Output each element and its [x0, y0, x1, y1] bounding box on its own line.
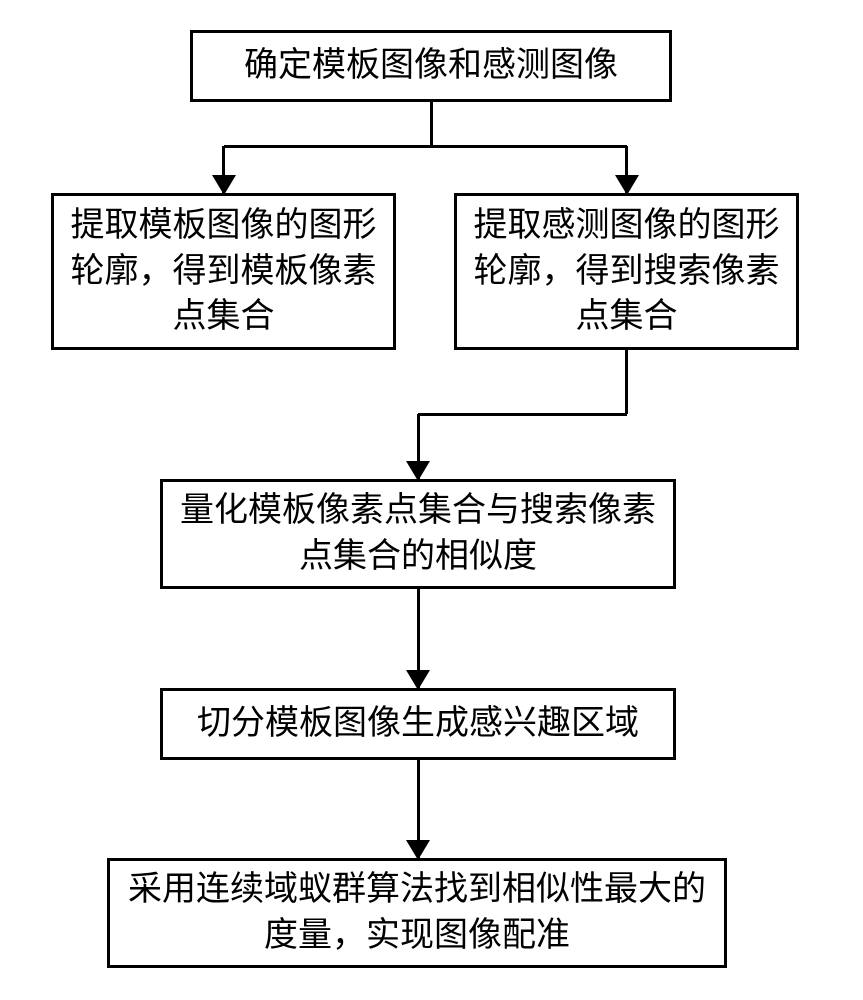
flow-node-n5: 切分模板图像生成感兴趣区域: [160, 688, 676, 760]
edge-segment: [418, 413, 627, 416]
arrowhead-icon: [615, 175, 639, 195]
edge-segment: [224, 145, 627, 148]
arrowhead-icon: [406, 670, 430, 690]
flow-node-n4: 量化模板像素点集合与搜索像素点集合的相似度: [160, 479, 676, 589]
flow-node-n3: 提取感测图像的图形轮廓，得到搜索像素点集合: [454, 193, 799, 350]
edge-segment: [430, 102, 433, 146]
flowchart-canvas: 确定模板图像和感测图像提取模板图像的图形轮廓，得到模板像素点集合提取感测图像的图…: [0, 0, 863, 1000]
flow-node-n2: 提取模板图像的图形轮廓，得到模板像素点集合: [51, 193, 396, 350]
edge-segment: [625, 350, 628, 414]
arrowhead-icon: [406, 840, 430, 860]
flow-node-n6: 采用连续域蚁群算法找到相似性最大的度量，实现图像配准: [107, 858, 727, 968]
arrowhead-icon: [212, 175, 236, 195]
flow-node-n1: 确定模板图像和感测图像: [190, 30, 672, 102]
arrowhead-icon: [406, 461, 430, 481]
